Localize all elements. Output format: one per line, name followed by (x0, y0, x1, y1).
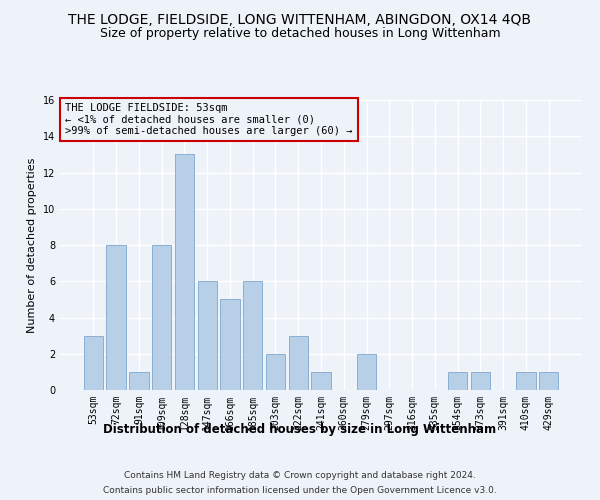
Bar (175, 154, 194, 390)
Bar (311, 372, 331, 390)
Bar (266, 354, 285, 390)
Bar (106, 245, 126, 390)
Bar (516, 372, 536, 390)
Text: Size of property relative to detached houses in Long Wittenham: Size of property relative to detached ho… (100, 28, 500, 40)
Bar (129, 372, 149, 390)
Text: Distribution of detached houses by size in Long Wittenham: Distribution of detached houses by size … (103, 422, 497, 436)
Bar (357, 354, 376, 390)
Y-axis label: Number of detached properties: Number of detached properties (27, 158, 37, 332)
Text: Contains public sector information licensed under the Open Government Licence v3: Contains public sector information licen… (103, 486, 497, 495)
Bar (84, 336, 103, 390)
Bar (289, 336, 308, 390)
Bar (243, 281, 262, 390)
Bar (539, 372, 558, 390)
Text: Contains HM Land Registry data © Crown copyright and database right 2024.: Contains HM Land Registry data © Crown c… (124, 471, 476, 480)
Text: THE LODGE, FIELDSIDE, LONG WITTENHAM, ABINGDON, OX14 4QB: THE LODGE, FIELDSIDE, LONG WITTENHAM, AB… (68, 12, 532, 26)
Bar (470, 372, 490, 390)
Text: THE LODGE FIELDSIDE: 53sqm
← <1% of detached houses are smaller (0)
>99% of semi: THE LODGE FIELDSIDE: 53sqm ← <1% of deta… (65, 103, 353, 136)
Bar (197, 281, 217, 390)
Bar (448, 372, 467, 390)
Bar (152, 245, 172, 390)
Bar (220, 300, 239, 390)
